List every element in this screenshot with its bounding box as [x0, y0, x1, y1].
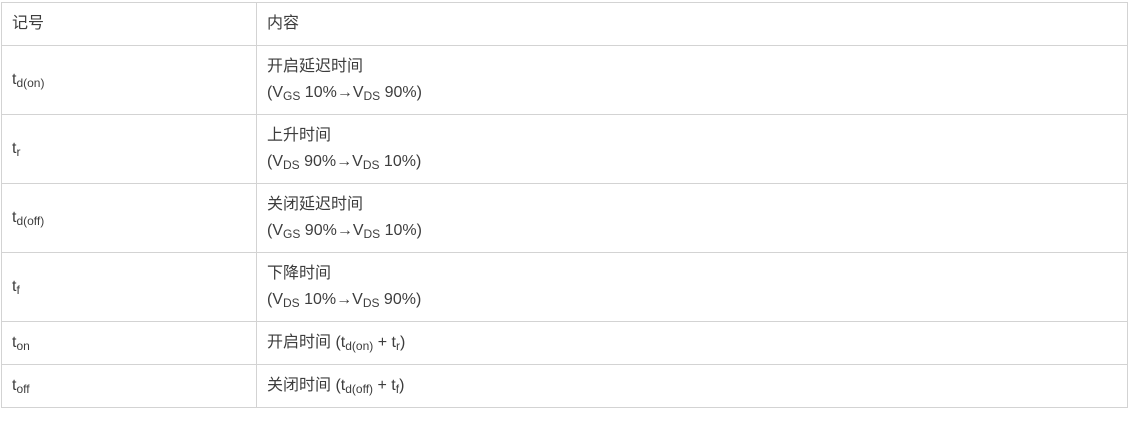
subscript-text: on — [16, 339, 30, 353]
subscript-text: DS — [363, 89, 381, 103]
table-row-td-on: td(on) 开启延迟时间 (VGS 10%→VDS 90%) — [1, 45, 1128, 115]
subscript-text: d(off) — [16, 214, 45, 228]
subscript-text: DS — [363, 227, 381, 241]
text-run: 开启时间 (t — [267, 334, 346, 351]
text-run: (V — [267, 153, 283, 170]
text-run: t — [12, 334, 17, 351]
content-cell: 关闭延迟时间 (VGS 90%→VDS 10%) — [256, 183, 1128, 253]
text-run: 10%→V — [300, 84, 364, 101]
table-row-ton: ton 开启时间 (td(on) + tr) — [1, 321, 1128, 365]
text-run: t — [12, 140, 17, 157]
subscript-text: DS — [362, 158, 380, 172]
subscript-text: d(on) — [345, 339, 374, 353]
text-run: (V — [267, 84, 283, 101]
symbol-cell: toff — [1, 364, 257, 408]
text-run: 关闭时间 (t — [267, 377, 346, 394]
text-run: 10%) — [379, 153, 422, 170]
subscript-text: DS — [362, 296, 380, 310]
table-row-toff: toff 关闭时间 (td(off) + tf) — [1, 364, 1128, 408]
text-run: 开启延迟时间 — [267, 58, 364, 75]
subscript-text: r — [395, 339, 400, 353]
text-run: 上升时间 — [267, 127, 332, 144]
content-cell: 下降时间 (VDS 10%→VDS 90%) — [256, 252, 1128, 322]
content-line: (VGS 10%→VDS 90%) — [267, 80, 1117, 106]
text-run: ) — [399, 334, 406, 351]
content-line: (VDS 10%→VDS 90%) — [267, 287, 1117, 313]
content-cell: 上升时间 (VDS 90%→VDS 10%) — [256, 114, 1128, 184]
text-run: + t — [373, 377, 396, 394]
text-run: 下降时间 — [267, 265, 332, 282]
text-run: 10%→V — [299, 291, 363, 308]
table-row-tf: tf 下降时间 (VDS 10%→VDS 90%) — [1, 252, 1128, 322]
content-line: 开启延迟时间 — [267, 54, 1117, 80]
text-run: 10%) — [380, 222, 422, 239]
text-run: (V — [267, 291, 283, 308]
text-run: (V — [267, 222, 283, 239]
table-row-td-off: td(off) 关闭延迟时间 (VGS 90%→VDS 10%) — [1, 183, 1128, 253]
subscript-text: r — [16, 145, 21, 159]
symbol-cell: td(off) — [1, 183, 257, 253]
header-row: 记号 内容 — [1, 2, 1128, 46]
switching-times-table: 记号 内容 td(on) 开启延迟时间 (VGS 10%→VDS 90%) tr 上升时… — [1, 2, 1128, 408]
content-line: 下降时间 — [267, 261, 1117, 287]
table-row-tr: tr 上升时间 (VDS 90%→VDS 10%) — [1, 114, 1128, 184]
subscript-text: d(off) — [345, 382, 374, 396]
content-cell: 关闭时间 (td(off) + tf) — [256, 364, 1128, 408]
content-line: 开启时间 (td(on) + tr) — [267, 330, 1117, 356]
content-line: 关闭时间 (td(off) + tf) — [267, 373, 1117, 399]
text-run: t — [12, 377, 17, 394]
text-run: t — [12, 71, 17, 88]
content-line: (VGS 90%→VDS 10%) — [267, 218, 1117, 244]
subscript-text: GS — [283, 227, 301, 241]
table-body: td(on) 开启延迟时间 (VGS 10%→VDS 90%) tr 上升时间 (VDS … — [1, 45, 1128, 408]
subscript-text: f — [16, 283, 20, 297]
symbol-cell: ton — [1, 321, 257, 365]
column-header-content: 内容 — [256, 2, 1128, 46]
content-cell: 开启延迟时间 (VGS 10%→VDS 90%) — [256, 45, 1128, 115]
text-run: + t — [373, 334, 396, 351]
text-run: 关闭延迟时间 — [267, 196, 364, 213]
text-run: 90%) — [379, 291, 422, 308]
content-line: 上升时间 — [267, 123, 1117, 149]
text-run: 90%→V — [299, 153, 363, 170]
subscript-text: GS — [283, 89, 301, 103]
subscript-text: DS — [283, 296, 300, 310]
content-line: 关闭延迟时间 — [267, 192, 1117, 218]
text-run: 90%) — [380, 84, 422, 101]
subscript-text: f — [395, 382, 400, 396]
content-line: (VDS 90%→VDS 10%) — [267, 149, 1117, 175]
text-run: t — [12, 209, 17, 226]
subscript-text: DS — [283, 158, 300, 172]
subscript-text: d(on) — [16, 76, 45, 90]
text-run: ) — [399, 377, 405, 394]
symbol-cell: tr — [1, 114, 257, 184]
symbol-cell: td(on) — [1, 45, 257, 115]
column-header-symbol: 记号 — [1, 2, 257, 46]
symbol-cell: tf — [1, 252, 257, 322]
text-run: 90%→V — [300, 222, 364, 239]
subscript-text: off — [16, 382, 30, 396]
content-cell: 开启时间 (td(on) + tr) — [256, 321, 1128, 365]
text-run: t — [12, 278, 17, 295]
